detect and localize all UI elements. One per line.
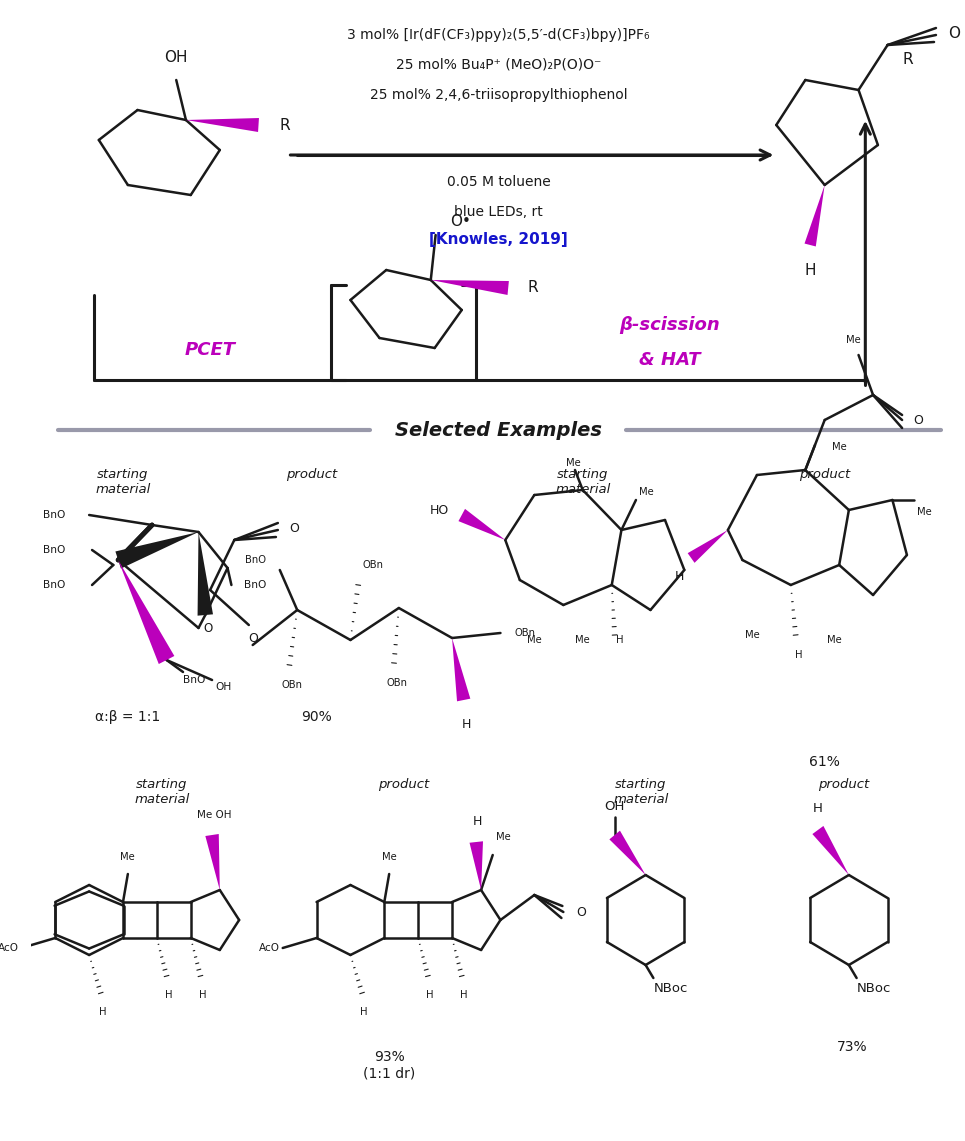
Text: 61%: 61% xyxy=(810,755,841,769)
Text: product: product xyxy=(286,468,338,482)
Polygon shape xyxy=(609,831,646,875)
Polygon shape xyxy=(805,185,825,246)
Text: Me: Me xyxy=(846,335,861,345)
Text: OH: OH xyxy=(604,800,625,814)
Polygon shape xyxy=(470,841,483,890)
Polygon shape xyxy=(430,280,509,296)
Text: PCET: PCET xyxy=(184,341,235,359)
Text: BnO: BnO xyxy=(244,580,266,590)
Text: Me: Me xyxy=(639,487,653,497)
Text: Me: Me xyxy=(832,442,846,452)
Text: AcO: AcO xyxy=(259,942,280,953)
Polygon shape xyxy=(116,532,199,568)
Text: R: R xyxy=(902,52,913,67)
Text: Me: Me xyxy=(745,630,759,640)
Text: OH: OH xyxy=(164,50,188,65)
Text: β-scission: β-scission xyxy=(620,316,720,334)
Text: 0.05 M toluene: 0.05 M toluene xyxy=(447,175,550,189)
Text: 73%: 73% xyxy=(837,1039,868,1054)
Text: 25 mol% 2,4,6-triisopropylthiophenol: 25 mol% 2,4,6-triisopropylthiophenol xyxy=(370,88,627,102)
Text: Me: Me xyxy=(575,636,590,645)
Text: OBn: OBn xyxy=(282,680,303,690)
Text: H: H xyxy=(462,718,471,731)
Text: R: R xyxy=(280,118,290,132)
Text: Me: Me xyxy=(527,636,541,645)
Text: BnO: BnO xyxy=(183,675,206,685)
Text: Me: Me xyxy=(827,636,841,645)
Text: [Knowles, 2019]: [Knowles, 2019] xyxy=(429,232,567,246)
Text: NBoc: NBoc xyxy=(653,982,688,995)
Text: O: O xyxy=(914,413,924,427)
Text: Selected Examples: Selected Examples xyxy=(395,421,602,439)
Text: starting
material: starting material xyxy=(134,778,189,806)
Text: H: H xyxy=(805,262,815,278)
Text: H: H xyxy=(427,990,433,1000)
Text: H: H xyxy=(360,1008,368,1017)
Text: BnO: BnO xyxy=(42,580,65,590)
Text: product: product xyxy=(818,778,869,791)
Text: product: product xyxy=(799,468,850,482)
Text: Me: Me xyxy=(382,852,397,861)
Polygon shape xyxy=(452,638,470,702)
Text: Me: Me xyxy=(121,852,135,861)
Text: O: O xyxy=(290,521,299,534)
Polygon shape xyxy=(198,532,213,616)
Polygon shape xyxy=(206,834,220,890)
Text: OH: OH xyxy=(215,682,232,691)
Text: H: H xyxy=(460,990,467,1000)
Text: H: H xyxy=(165,990,172,1000)
Text: H: H xyxy=(675,570,684,583)
Text: O: O xyxy=(248,631,258,645)
Text: O•: O• xyxy=(450,215,471,229)
Text: H: H xyxy=(795,650,802,659)
Text: blue LEDs, rt: blue LEDs, rt xyxy=(455,205,543,219)
Text: R: R xyxy=(528,281,538,296)
Text: AcO: AcO xyxy=(0,942,18,953)
Text: Me: Me xyxy=(565,458,580,468)
Text: starting
material: starting material xyxy=(96,468,151,496)
Polygon shape xyxy=(688,531,728,563)
Text: starting
material: starting material xyxy=(555,468,610,496)
Text: H: H xyxy=(99,1008,106,1017)
Text: BnO: BnO xyxy=(245,555,266,565)
Text: OBn: OBn xyxy=(386,678,407,688)
Text: H: H xyxy=(199,990,207,1000)
Polygon shape xyxy=(813,826,849,875)
Text: 25 mol% Bu₄P⁺ (MeO)₂P(O)O⁻: 25 mol% Bu₄P⁺ (MeO)₂P(O)O⁻ xyxy=(396,58,601,72)
Text: 3 mol% [Ir(dF(CF₃)ppy)₂(5,5′-d(CF₃)bpy)]PF₆: 3 mol% [Ir(dF(CF₃)ppy)₂(5,5′-d(CF₃)bpy)]… xyxy=(347,29,649,42)
Text: H: H xyxy=(473,815,482,828)
Polygon shape xyxy=(186,118,259,132)
Text: starting
material: starting material xyxy=(613,778,669,806)
Text: O: O xyxy=(949,25,960,40)
Text: & HAT: & HAT xyxy=(639,351,701,369)
Text: 93%
(1:1 dr): 93% (1:1 dr) xyxy=(363,1050,415,1081)
Text: 90%: 90% xyxy=(301,710,332,725)
Polygon shape xyxy=(118,560,175,664)
Text: BnO: BnO xyxy=(42,510,65,520)
Text: OBn: OBn xyxy=(515,628,536,638)
Text: product: product xyxy=(378,778,429,791)
Text: Me OH: Me OH xyxy=(197,810,232,820)
Text: O: O xyxy=(576,906,586,919)
Text: H: H xyxy=(813,802,823,815)
Text: HO: HO xyxy=(430,503,449,517)
Text: Me: Me xyxy=(496,832,510,842)
Text: O: O xyxy=(204,622,212,634)
Text: Me: Me xyxy=(917,507,931,517)
Text: NBoc: NBoc xyxy=(857,982,891,995)
Text: H: H xyxy=(616,636,623,645)
Text: BnO: BnO xyxy=(42,545,65,555)
Text: OBn: OBn xyxy=(362,560,383,570)
Polygon shape xyxy=(458,509,506,540)
Text: α:β = 1:1: α:β = 1:1 xyxy=(96,710,160,725)
